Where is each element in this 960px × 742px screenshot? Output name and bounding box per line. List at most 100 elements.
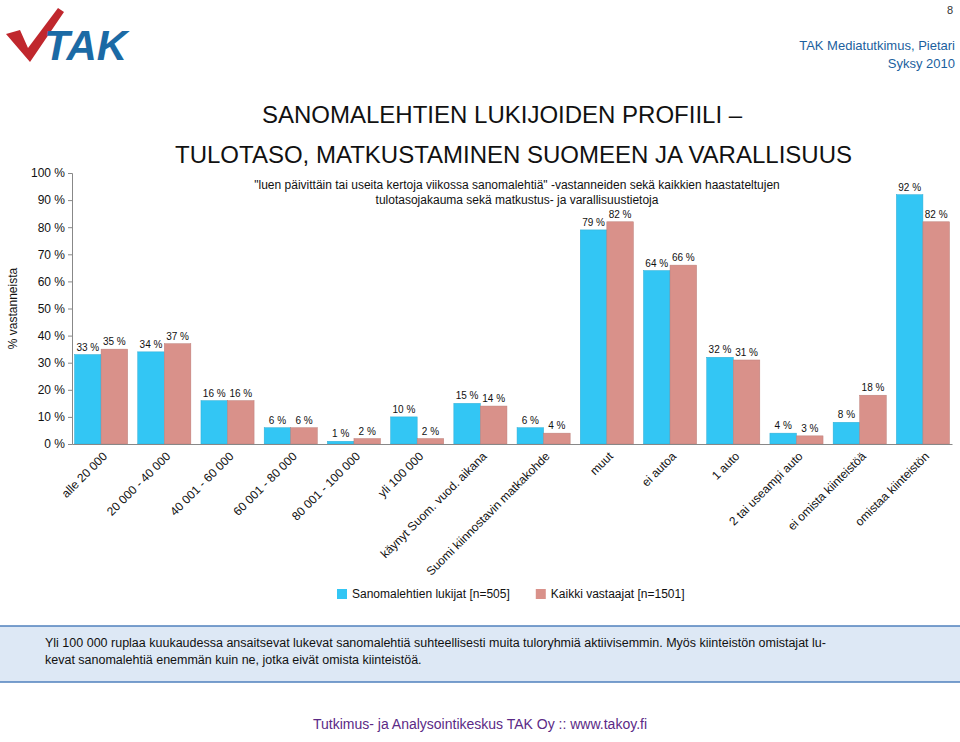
data-label: 82 % bbox=[925, 209, 948, 220]
bar bbox=[517, 428, 544, 444]
data-label: 35 % bbox=[103, 336, 126, 347]
bar bbox=[607, 222, 634, 444]
bar bbox=[896, 195, 923, 444]
bars bbox=[75, 195, 950, 444]
y-tick: 100 % bbox=[31, 166, 72, 180]
bar bbox=[417, 439, 444, 444]
data-label: 37 % bbox=[166, 331, 189, 342]
y-tick-label: 60 % bbox=[38, 275, 66, 289]
bar bbox=[291, 428, 318, 444]
y-tick-label: 20 % bbox=[38, 383, 66, 397]
x-tick: Suomi kiinnostavin matkakohde bbox=[423, 449, 552, 578]
data-labels: 33 %34 %16 %6 %1 %10 %15 %6 %79 %64 %32 … bbox=[76, 182, 947, 440]
subtitle: TULOTASO, MATKUSTAMINEN SUOMEEN JA VARAL… bbox=[175, 141, 852, 168]
bar bbox=[75, 355, 102, 444]
x-tick-label: 60 001 - 80 000 bbox=[230, 449, 300, 519]
data-label: 2 % bbox=[422, 426, 439, 437]
bar bbox=[264, 428, 291, 444]
bar bbox=[164, 344, 191, 444]
legend: Sanomalehtien lukijat [n=505]Kaikki vast… bbox=[337, 587, 685, 601]
y-tick-label: 50 % bbox=[38, 302, 66, 316]
x-tick: 60 001 - 80 000 bbox=[230, 449, 300, 519]
y-tick-label: 100 % bbox=[31, 166, 65, 180]
bar bbox=[860, 395, 887, 444]
y-tick-mark bbox=[68, 281, 72, 282]
x-tick: muut bbox=[587, 449, 616, 478]
x-tick-label: Suomi kiinnostavin matkakohde bbox=[423, 449, 552, 578]
bar bbox=[354, 439, 381, 444]
title: SANOMALEHTIEN LUKIJOIDEN PROFIILI – bbox=[262, 101, 743, 128]
y-tick-mark bbox=[68, 417, 72, 418]
x-tick: 20 000 - 40 000 bbox=[104, 449, 174, 519]
y-tick-mark bbox=[68, 227, 72, 228]
data-label: 1 % bbox=[332, 428, 349, 439]
data-label: 4 % bbox=[548, 420, 565, 431]
x-tick-label: ei autoa bbox=[639, 449, 679, 489]
y-tick-label: 80 % bbox=[38, 221, 66, 235]
bar bbox=[643, 271, 670, 444]
logo-text: TAK bbox=[44, 22, 130, 69]
series bbox=[101, 222, 949, 444]
y-tick-mark bbox=[68, 254, 72, 255]
x-axis: alle 20 00020 000 - 40 00040 001 - 60 00… bbox=[59, 445, 953, 579]
logo: TAK bbox=[6, 8, 130, 69]
bar bbox=[796, 436, 823, 444]
data-label: 4 % bbox=[775, 420, 792, 431]
legend-swatch bbox=[536, 589, 546, 599]
bar bbox=[228, 401, 255, 444]
y-tick: 10 % bbox=[38, 410, 72, 424]
data-label: 92 % bbox=[898, 182, 921, 193]
data-label: 6 % bbox=[522, 415, 539, 426]
x-tick: yli 100 000 bbox=[375, 449, 426, 500]
data-label: 34 % bbox=[140, 339, 163, 350]
bar bbox=[580, 230, 607, 444]
source: TAK Mediatutkimus, Pietari bbox=[799, 38, 955, 53]
annotation: tulotasojakauma sekä matkustus- ja varal… bbox=[376, 193, 659, 207]
x-tick-label: 1 auto bbox=[709, 449, 743, 483]
legend-label: Sanomalehtien lukijat [n=505] bbox=[352, 587, 510, 601]
x-tick-label: omistaa kiinteistön bbox=[852, 449, 932, 529]
bar bbox=[707, 357, 734, 444]
data-label: 33 % bbox=[76, 342, 99, 353]
x-tick-label: alle 20 000 bbox=[59, 449, 111, 501]
y-tick: 80 % bbox=[38, 221, 72, 235]
x-tick-label: 20 000 - 40 000 bbox=[104, 449, 174, 519]
data-label: 16 % bbox=[203, 388, 226, 399]
x-tick: omistaa kiinteistön bbox=[852, 449, 932, 529]
data-label: 32 % bbox=[709, 344, 732, 355]
data-label: 8 % bbox=[838, 409, 855, 420]
x-tick: alle 20 000 bbox=[59, 449, 111, 501]
annotation: "luen päivittäin tai useita kertoja viik… bbox=[254, 178, 780, 192]
x-tick-label: muut bbox=[587, 449, 616, 478]
y-tick-mark bbox=[68, 390, 72, 391]
y-tick-label: 70 % bbox=[38, 248, 66, 262]
x-tick: 40 001 - 60 000 bbox=[167, 449, 237, 519]
bar bbox=[201, 401, 228, 444]
data-label: 15 % bbox=[456, 390, 479, 401]
data-label: 10 % bbox=[392, 404, 415, 415]
data-label: 6 % bbox=[295, 415, 312, 426]
y-tick-label: 90 % bbox=[38, 193, 66, 207]
y-tick-mark bbox=[68, 309, 72, 310]
x-tick-label: 40 001 - 60 000 bbox=[167, 449, 237, 519]
y-tick: 70 % bbox=[38, 248, 72, 262]
summary-text: Yli 100 000 ruplaa kuukaudessa ansaitsev… bbox=[45, 636, 826, 650]
y-tick: 90 % bbox=[38, 193, 72, 207]
y-tick: 0 % bbox=[44, 437, 72, 451]
data-label: 82 % bbox=[609, 209, 632, 220]
y-tick-label: 0 % bbox=[44, 437, 65, 451]
y-tick: 50 % bbox=[38, 302, 72, 316]
summary-rule bbox=[0, 625, 960, 627]
y-tick-mark bbox=[68, 363, 72, 364]
y-tick: 60 % bbox=[38, 275, 72, 289]
season: Syksy 2010 bbox=[888, 56, 955, 71]
data-label: 14 % bbox=[482, 393, 505, 404]
y-axis-line bbox=[68, 174, 73, 445]
y-tick: 40 % bbox=[38, 329, 72, 343]
bar bbox=[454, 403, 481, 444]
y-tick: 20 % bbox=[38, 383, 72, 397]
summary-text: kevat sanomalehtiä enemmän kuin ne, jotk… bbox=[45, 653, 422, 667]
bar bbox=[923, 222, 950, 444]
summary-band bbox=[0, 626, 960, 682]
data-label: 3 % bbox=[801, 423, 818, 434]
